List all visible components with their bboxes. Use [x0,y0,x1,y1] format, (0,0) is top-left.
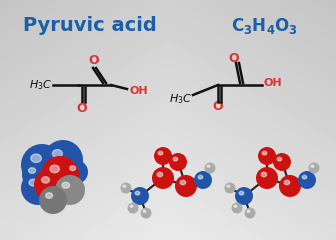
Ellipse shape [262,151,267,155]
Circle shape [34,169,66,201]
Text: $\mathbf{C_3H_4O_3}$: $\mathbf{C_3H_4O_3}$ [232,16,299,36]
Circle shape [256,167,278,189]
Circle shape [121,182,131,193]
Circle shape [41,156,79,194]
Circle shape [64,160,88,184]
Circle shape [39,186,67,214]
Ellipse shape [62,182,70,188]
Circle shape [154,147,172,165]
Ellipse shape [42,177,49,183]
Text: O: O [213,101,223,114]
Ellipse shape [261,172,267,177]
Ellipse shape [130,205,133,207]
Circle shape [298,171,316,189]
Text: $H_3C$: $H_3C$ [29,78,52,92]
Ellipse shape [239,191,244,195]
Ellipse shape [207,165,210,167]
Ellipse shape [198,175,203,179]
Ellipse shape [157,172,163,177]
Ellipse shape [284,180,290,185]
Circle shape [273,153,291,171]
Ellipse shape [31,154,41,162]
Circle shape [224,182,236,193]
Circle shape [175,175,197,197]
Text: OH: OH [130,86,149,96]
Circle shape [235,187,253,205]
Text: $H_3C$: $H_3C$ [169,92,192,106]
Ellipse shape [180,180,186,185]
Text: O: O [229,52,239,65]
Circle shape [43,140,83,180]
Circle shape [194,171,212,189]
Ellipse shape [173,157,178,161]
Ellipse shape [123,185,126,187]
Circle shape [21,144,63,186]
Circle shape [308,162,320,174]
Circle shape [140,208,152,218]
Ellipse shape [52,150,62,158]
Ellipse shape [302,175,307,179]
Ellipse shape [70,166,76,171]
Circle shape [22,161,50,189]
Ellipse shape [227,185,230,187]
Text: Pyruvic acid: Pyruvic acid [23,16,157,35]
Circle shape [279,175,301,197]
Ellipse shape [311,165,314,167]
Ellipse shape [234,205,237,207]
Circle shape [245,208,255,218]
Ellipse shape [135,191,140,195]
Circle shape [169,153,187,171]
Circle shape [127,203,138,214]
Ellipse shape [277,157,282,161]
Circle shape [205,162,215,174]
Ellipse shape [29,179,38,186]
Ellipse shape [158,151,163,155]
Circle shape [55,175,85,205]
Ellipse shape [247,210,250,212]
Circle shape [232,203,243,214]
Ellipse shape [29,168,36,173]
Ellipse shape [50,165,59,173]
Ellipse shape [46,193,52,198]
Text: O: O [77,102,87,115]
Circle shape [131,187,149,205]
Circle shape [21,171,55,205]
Circle shape [152,167,174,189]
Circle shape [258,147,276,165]
Text: O: O [89,54,99,67]
Ellipse shape [143,210,146,212]
Text: OH: OH [264,78,283,88]
